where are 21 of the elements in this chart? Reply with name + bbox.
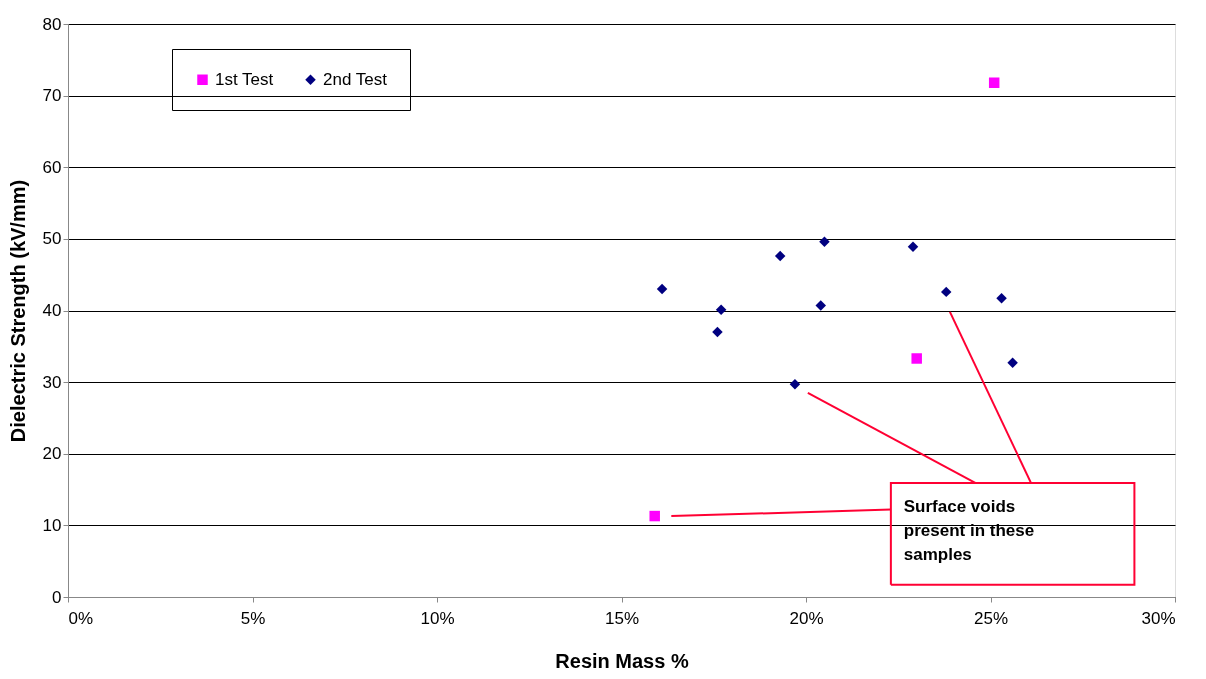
y-tick-label: 70 xyxy=(42,86,62,106)
legend-label: 2nd Test xyxy=(323,69,388,89)
y-tick-label: 20 xyxy=(42,444,62,464)
y-axis-title: Dielectric Strength (kV/mm) xyxy=(6,179,29,443)
x-tick-label: 5% xyxy=(240,608,266,628)
y-tick-label: 0 xyxy=(52,587,62,607)
x-tick-label: 0% xyxy=(68,608,94,628)
x-axis-title: Resin Mass % xyxy=(555,649,689,672)
legend-label: 1st Test xyxy=(215,69,274,89)
y-tick-label: 30 xyxy=(42,372,62,392)
y-tick-label: 50 xyxy=(42,229,62,249)
x-tick-label: 30% xyxy=(1141,608,1176,628)
x-tick-label: 10% xyxy=(420,608,455,628)
y-tick-label: 80 xyxy=(42,14,62,34)
y-tick-label: 40 xyxy=(42,301,62,320)
y-tick-label: 60 xyxy=(42,157,62,177)
x-tick-label: 15% xyxy=(604,608,640,628)
x-tick-label: 25% xyxy=(973,608,1009,628)
y-tick-label: 10 xyxy=(42,515,62,535)
annotation: Surface voids present in these samples xyxy=(903,496,1035,564)
x-tick-label: 20% xyxy=(789,608,824,628)
